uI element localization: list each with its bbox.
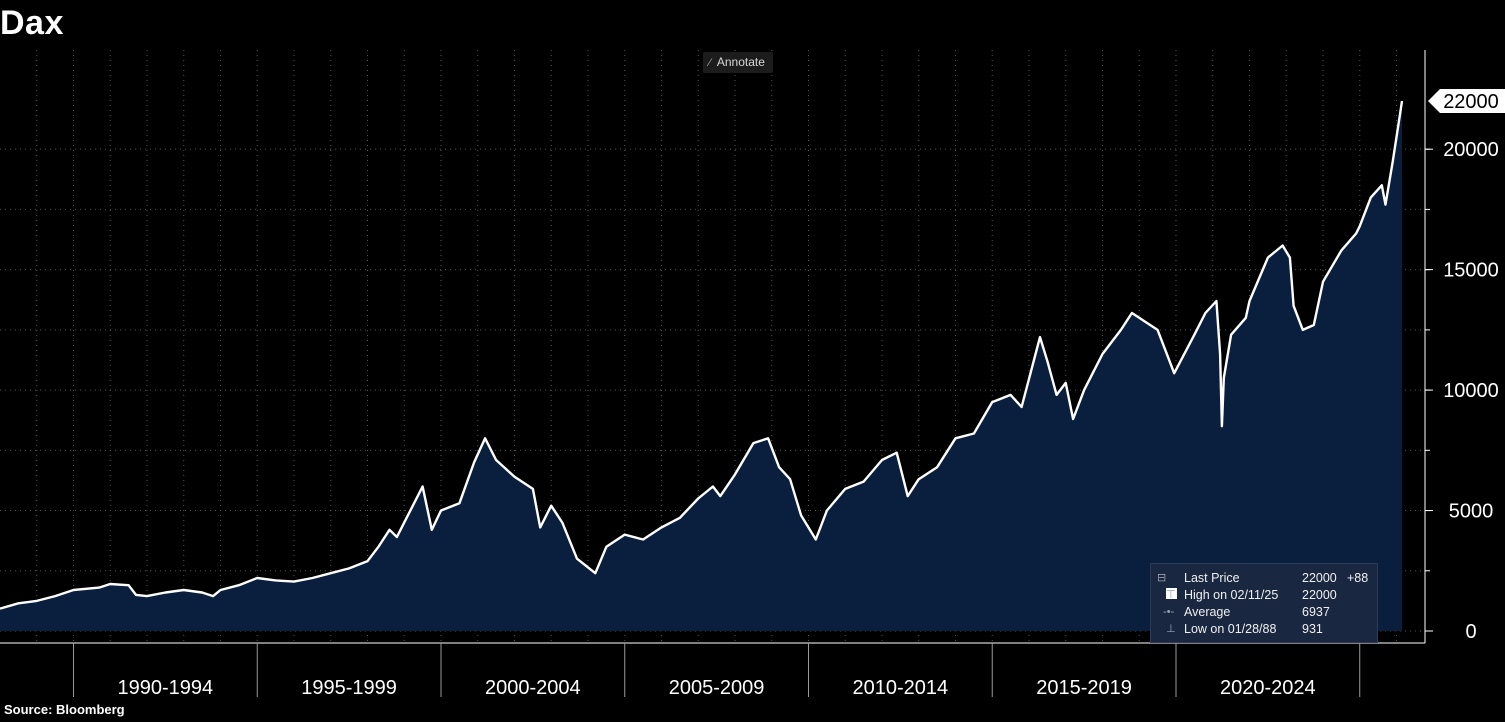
legend-change: +88 — [1347, 571, 1369, 585]
last-value-callout — [1428, 89, 1505, 113]
pen-icon: ⁄ — [709, 57, 711, 69]
series-area — [0, 101, 1402, 631]
square-swatch-icon: ⊟ — [1157, 570, 1183, 604]
legend-value: 22000 — [1302, 571, 1337, 585]
legend-value: 22000 — [1302, 588, 1337, 602]
last-value-label: 22000 — [1443, 91, 1499, 113]
x-tick-label: 2000-2004 — [485, 677, 581, 699]
annotate-button[interactable]: ⁄ Annotate — [703, 52, 773, 73]
y-tick-label: 5000 — [1449, 501, 1494, 523]
low-marker-icon: ⊥ — [1157, 623, 1176, 635]
legend-label: Low on 01/28/88 — [1184, 622, 1277, 636]
x-tick-label: 1990-1994 — [118, 677, 214, 699]
annotate-label: Annotate — [716, 55, 765, 69]
x-tick-label: 2015-2019 — [1036, 677, 1132, 699]
legend-label: Average — [1184, 605, 1231, 619]
legend-row-high: ⊤ High on 02/11/25 22000 — [1151, 587, 1377, 604]
series-line — [0, 100, 1404, 610]
legend-label: High on 02/11/25 — [1184, 588, 1279, 602]
legend-row-last-price: ⊟ Last Price 22000 +88 — [1151, 570, 1377, 599]
x-tick-label: 2010-2014 — [853, 677, 949, 699]
average-marker-icon: -•- — [1157, 606, 1175, 618]
source-note: Source: Bloomberg — [4, 702, 125, 717]
y-tick-label: 0 — [1465, 621, 1476, 643]
legend-box: ⊟ Last Price 22000 +88 ⊤ High on 02/11/2… — [1150, 563, 1378, 643]
y-tick-label: 15000 — [1443, 260, 1499, 282]
axis-layer: 0 5000 10000 15000 20000 22000 1990-1994 1995-1… — [0, 50, 1505, 699]
y-tick-label: 10000 — [1443, 380, 1499, 402]
legend-value: 6937 — [1302, 605, 1330, 619]
legend-row-low: ⊥ Low on 01/28/88 931 — [1151, 621, 1377, 638]
chart-title: Dax — [0, 4, 64, 42]
legend-row-average: -•- Average 6937 — [1151, 604, 1377, 621]
x-tick-label: 2005-2009 — [669, 677, 765, 699]
y-tick-label: 20000 — [1443, 139, 1499, 161]
legend-value: 931 — [1302, 622, 1323, 636]
high-marker-icon: ⊤ — [1157, 589, 1176, 601]
series-layer — [0, 100, 1404, 631]
x-tick-label: 2020-2024 — [1220, 677, 1316, 699]
x-tick-label: 1995-1999 — [301, 677, 397, 699]
legend-label: Last Price — [1184, 571, 1240, 585]
